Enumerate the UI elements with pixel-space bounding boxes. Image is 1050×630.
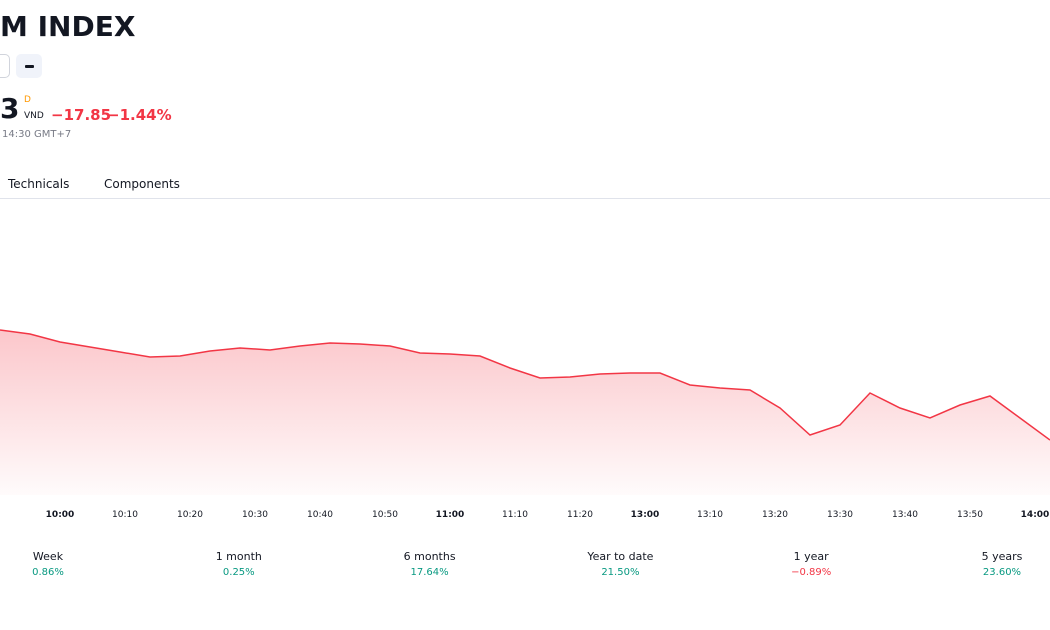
period-label: 1 year bbox=[793, 550, 829, 563]
button[interactable] bbox=[16, 54, 42, 78]
x-tick-label: 10:00 bbox=[46, 510, 75, 520]
x-tick-label: 13:00 bbox=[631, 510, 660, 520]
performance-item[interactable]: Week 0.86% bbox=[0, 550, 108, 578]
period-label: 6 months bbox=[403, 550, 456, 563]
x-tick-label: 11:00 bbox=[436, 510, 465, 520]
period-value: 0.25% bbox=[222, 567, 255, 578]
x-tick-label: 13:10 bbox=[697, 510, 723, 520]
divider bbox=[0, 198, 1050, 199]
performance-item[interactable]: Year to date 21.50% bbox=[560, 550, 680, 578]
x-tick-label: 10:40 bbox=[307, 510, 333, 520]
price-flag: D bbox=[24, 95, 31, 105]
period-value: 17.64% bbox=[410, 567, 449, 578]
line bbox=[0, 329, 1050, 441]
chart: 010:0010:1010:2010:3010:4010:5011:0011:1… bbox=[0, 329, 1050, 520]
x-tick-label: 11:10 bbox=[502, 510, 528, 520]
x-tick-label: 13:50 bbox=[957, 510, 983, 520]
period-label: Week bbox=[32, 550, 64, 563]
title: M INDEX bbox=[0, 10, 136, 43]
change: −17.85 bbox=[51, 106, 112, 124]
button[interactable] bbox=[0, 54, 10, 78]
x-tick-label: 13:40 bbox=[892, 510, 918, 520]
performance-item[interactable]: 1 month 0.25% bbox=[179, 550, 299, 578]
x-tick-label: 11:20 bbox=[567, 510, 593, 520]
x-tick-label: 10:30 bbox=[242, 510, 268, 520]
tab[interactable]: Components bbox=[104, 177, 180, 191]
time: 14:30 GMT+7 bbox=[2, 129, 72, 140]
period-value: 0.86% bbox=[32, 567, 64, 578]
tab[interactable]: Technicals bbox=[8, 177, 70, 191]
performance-item[interactable]: 1 year −0.89% bbox=[751, 550, 871, 578]
performance-item[interactable]: 5 years 23.60% bbox=[942, 550, 1050, 578]
x-tick-label: 13:20 bbox=[762, 510, 788, 520]
minus-icon bbox=[25, 65, 34, 68]
x-tick-label: 10:50 bbox=[372, 510, 398, 520]
x-tick-label: 14:00 bbox=[1021, 510, 1050, 520]
period-label: 5 years bbox=[981, 550, 1023, 563]
period-value: 21.50% bbox=[601, 567, 640, 578]
period-value: −0.89% bbox=[791, 567, 832, 578]
x-tick-label: 13:30 bbox=[827, 510, 853, 520]
price: 3 bbox=[0, 92, 20, 125]
x-tick-label: 10:20 bbox=[177, 510, 203, 520]
performance-item[interactable]: 6 months 17.64% bbox=[370, 550, 490, 578]
currency: VND bbox=[24, 111, 44, 121]
period-label: Year to date bbox=[587, 550, 654, 563]
period-value: 23.60% bbox=[982, 567, 1022, 578]
area bbox=[0, 330, 1050, 495]
x-tick-label: 10:10 bbox=[112, 510, 138, 520]
change-percent: −1.44% bbox=[107, 106, 172, 124]
period-label: 1 month bbox=[215, 550, 262, 563]
